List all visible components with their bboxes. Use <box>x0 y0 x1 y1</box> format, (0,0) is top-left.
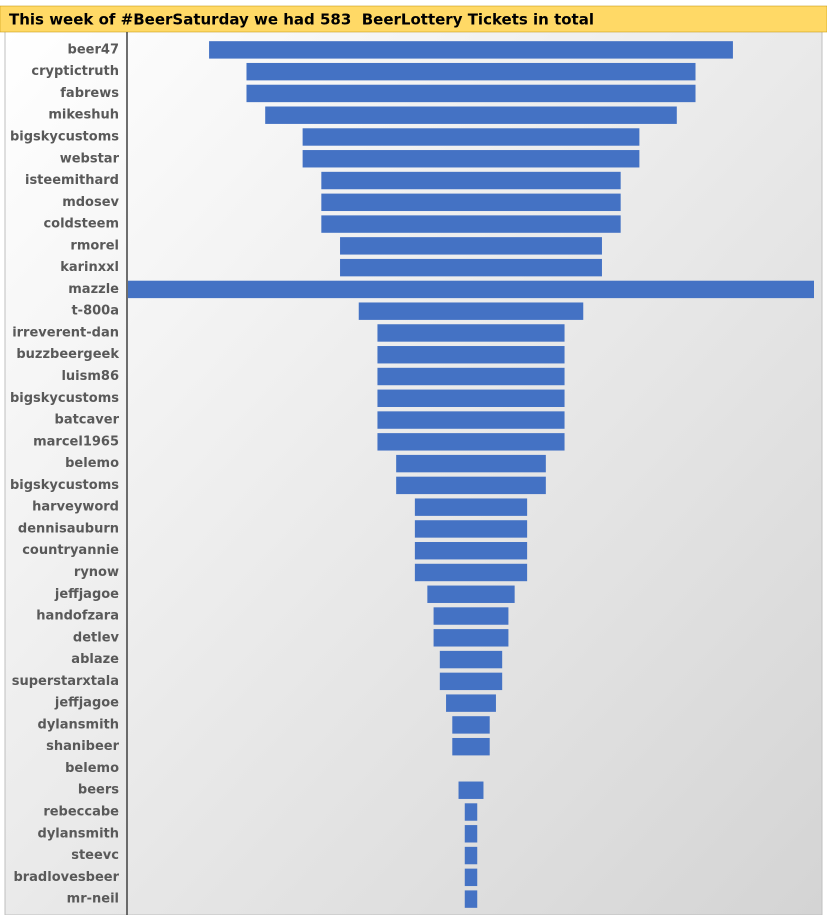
category-label: buzzbeergeek <box>16 347 119 362</box>
category-label: countryannie <box>22 543 119 558</box>
category-label: t-800a <box>71 304 119 319</box>
bar <box>358 302 584 320</box>
bar <box>458 781 484 799</box>
bar <box>464 846 478 865</box>
bar <box>340 258 602 277</box>
category-label: batcaver <box>55 413 120 428</box>
category-label: rmorel <box>70 238 119 253</box>
category-label: isteemithard <box>25 173 119 188</box>
bar <box>128 280 814 299</box>
bar <box>377 367 565 386</box>
category-label: beer47 <box>68 42 119 57</box>
category-label: dennisauburn <box>18 521 119 536</box>
category-label: karinxxl <box>60 260 119 275</box>
bar <box>439 672 503 691</box>
bar <box>246 62 696 81</box>
bar <box>302 150 640 168</box>
category-label: bigskycustoms <box>10 129 119 144</box>
bar <box>414 542 528 560</box>
category-label: webstar <box>60 151 120 166</box>
category-label: belemo <box>65 456 119 471</box>
bar <box>464 890 478 908</box>
bar <box>396 476 546 495</box>
bar <box>446 694 496 712</box>
category-label: mazzle <box>68 282 119 297</box>
category-label: belemo <box>65 761 119 776</box>
bar <box>321 193 621 212</box>
bar <box>433 607 509 625</box>
bar <box>452 737 490 756</box>
bar <box>464 803 478 821</box>
bar <box>427 585 515 603</box>
category-label: mdosev <box>62 195 119 210</box>
category-label: marcel1965 <box>33 434 119 449</box>
title-bar <box>0 5 827 33</box>
category-label: dylansmith <box>38 717 119 732</box>
bar <box>414 498 528 516</box>
bar <box>464 868 478 887</box>
category-label: jeffjagoe <box>54 696 119 711</box>
bar <box>377 346 565 364</box>
category-label: dylansmith <box>38 826 119 841</box>
category-label: ablaze <box>71 652 119 667</box>
category-label: handofzara <box>36 609 119 624</box>
bar <box>377 389 565 407</box>
bar <box>464 825 478 843</box>
category-label: rynow <box>74 565 119 580</box>
category-label: coldsteem <box>43 217 119 232</box>
category-label: cryptictruth <box>31 64 119 79</box>
bar <box>439 650 503 669</box>
category-label: bigskycustoms <box>10 478 119 493</box>
category-label: irreverent-dan <box>12 325 119 340</box>
bar <box>377 433 565 451</box>
category-label: mr-neil <box>67 892 119 907</box>
category-label: beers <box>78 783 119 798</box>
bar <box>377 411 565 429</box>
bar <box>209 41 733 59</box>
category-label: detlev <box>73 630 120 645</box>
bar <box>321 171 621 190</box>
bar <box>452 716 490 734</box>
bar <box>246 84 696 103</box>
category-label: luism86 <box>61 369 119 384</box>
chart-title: This week of #BeerSaturday we had 583 Be… <box>9 11 594 29</box>
category-label: mikeshuh <box>48 108 119 123</box>
bar <box>377 324 565 342</box>
bar <box>433 629 509 647</box>
category-label: harveyword <box>32 500 119 515</box>
category-label: bigskycustoms <box>10 391 119 406</box>
bar <box>302 128 640 146</box>
category-label: steevc <box>71 848 119 863</box>
category-label: superstarxtala <box>12 674 119 689</box>
category-label: bradlovesbeer <box>13 870 119 885</box>
bar <box>340 237 602 255</box>
bar <box>414 520 528 538</box>
category-label: fabrews <box>60 86 119 101</box>
bar <box>265 106 677 124</box>
category-label: rebeccabe <box>43 805 119 820</box>
category-label: jeffjagoe <box>54 587 119 602</box>
bar <box>414 563 528 582</box>
bar <box>396 454 546 473</box>
bar <box>321 215 621 233</box>
category-label: shanibeer <box>46 739 119 754</box>
